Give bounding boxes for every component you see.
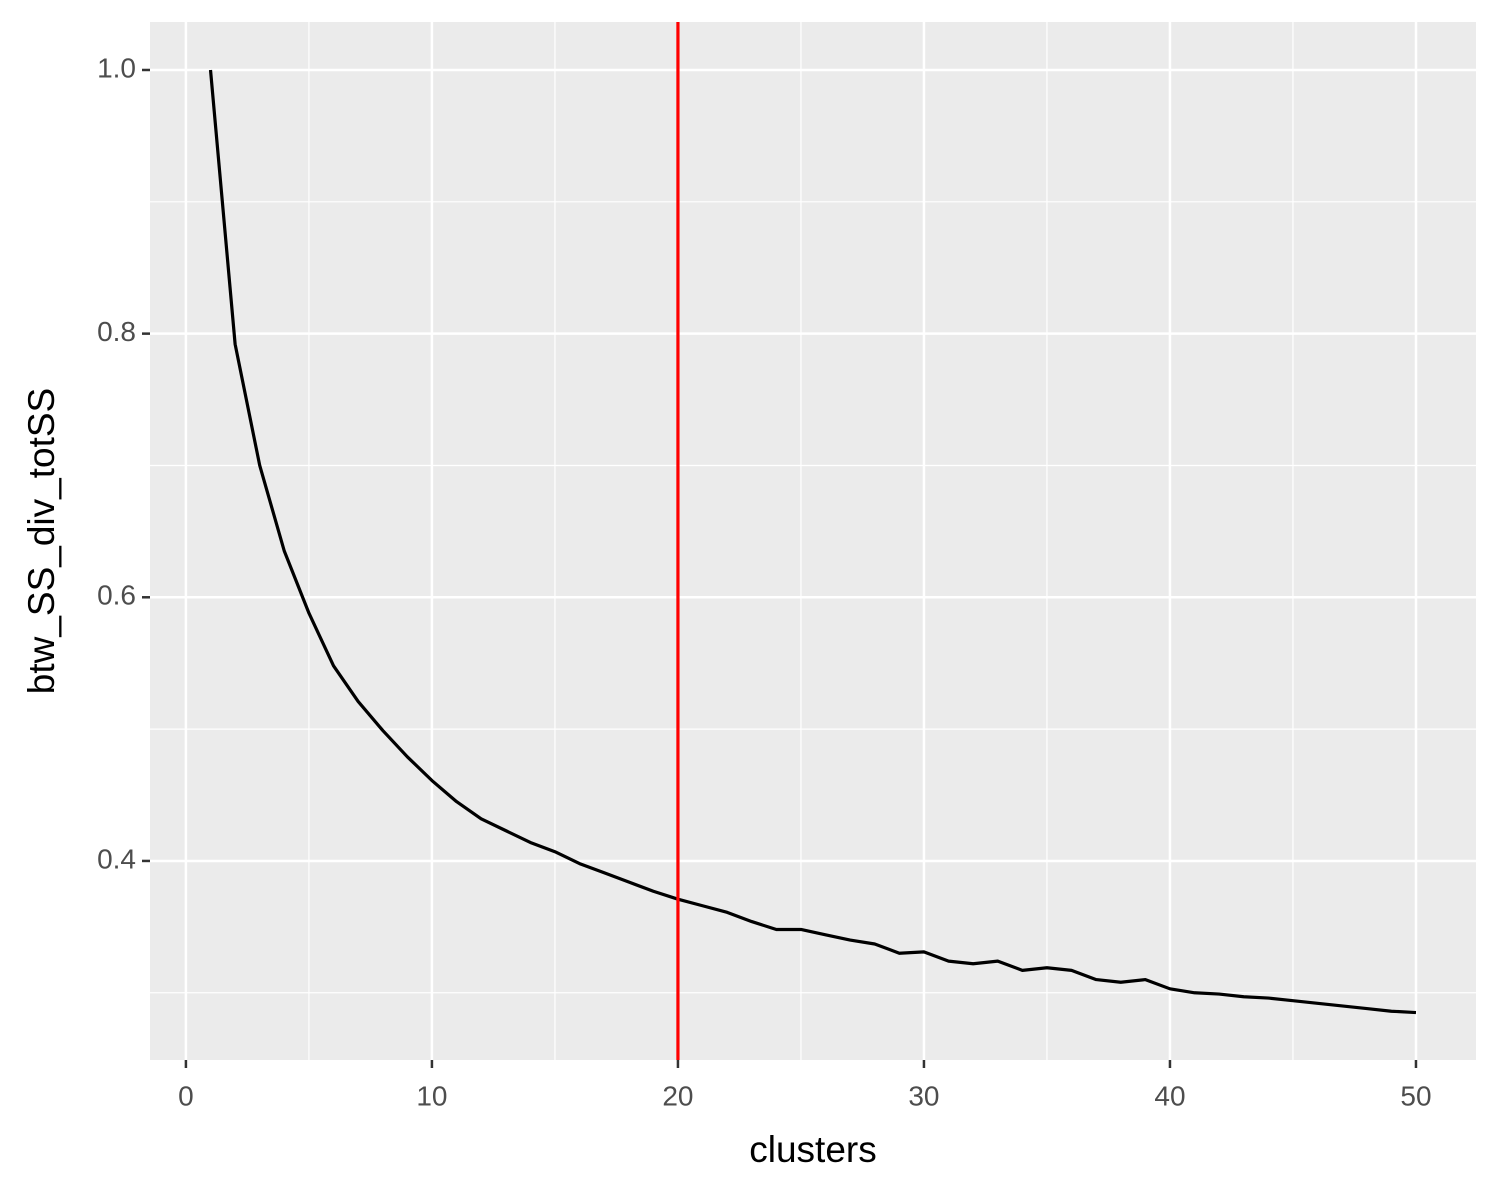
x-tick-label: 10: [416, 1080, 447, 1111]
data-line: [208, 69, 1417, 1015]
x-tick-label: 40: [1154, 1080, 1185, 1111]
panel: [150, 22, 1476, 1060]
y-tick-label: 0.4: [97, 843, 136, 874]
x-tick-label: 50: [1400, 1080, 1431, 1111]
x-tick-label: 20: [662, 1080, 693, 1111]
x-tick-label: 0: [178, 1080, 194, 1111]
y-axis-title: btw_SS_div_totSS: [21, 388, 62, 694]
y-tick-label: 0.8: [97, 316, 136, 347]
x-axis-title: clusters: [749, 1129, 876, 1170]
x-tick-label: 30: [908, 1080, 939, 1111]
y-tick-label: 1.0: [97, 52, 136, 83]
y-tick-label: 0.6: [97, 580, 136, 611]
